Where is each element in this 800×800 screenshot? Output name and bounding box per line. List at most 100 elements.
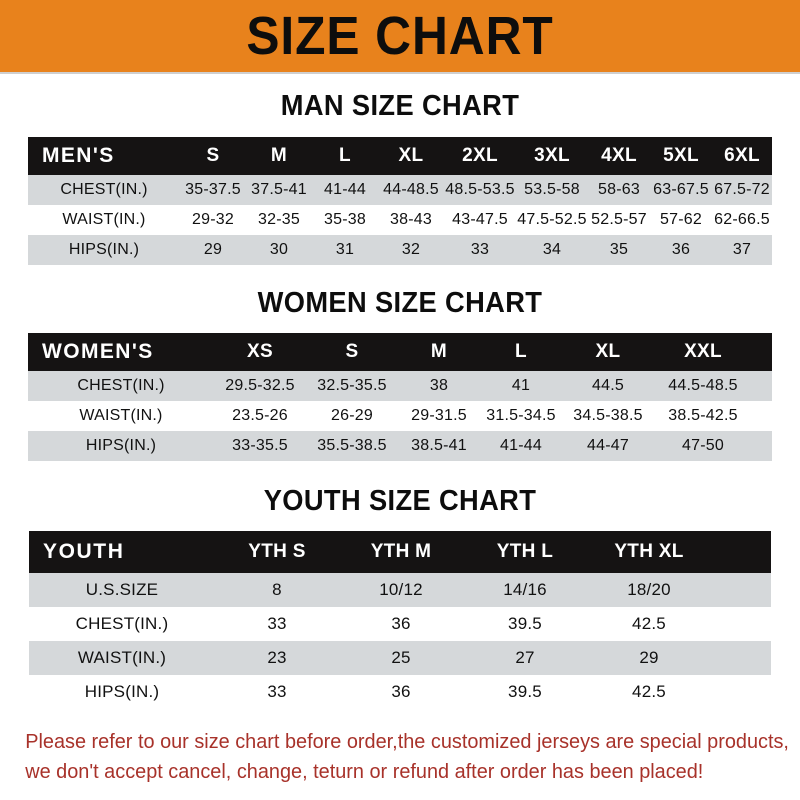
youth-hips-s: 33 [267,682,287,701]
youth-chest-s: 33 [267,614,287,633]
women-hips-s: 35.5-38.5 [317,437,387,454]
youth-row-label-ussize: U.S.SIZE [85,580,159,599]
table-row: HIPS(IN.) 33 36 39.5 42.5 [29,675,771,709]
men-hips-6xl: 37 [732,241,752,258]
youth-row-spacer [711,573,771,607]
youth-waist-l: 27 [515,648,535,667]
men-chest-6xl: 67.5-72 [714,181,770,198]
men-row-label-hips: HIPS(IN.) [68,241,140,258]
men-chest-s: 35-37.5 [185,181,241,198]
women-waist-xl: 34.5-38.5 [573,407,643,424]
men-waist-l: 35-38 [324,211,366,228]
men-chest-4xl: 58-63 [598,181,640,198]
men-waist-m: 32-35 [258,211,300,228]
youth-ussize-m: 10/12 [379,580,423,599]
men-hips-3xl: 34 [542,241,562,258]
notice-line-2: we don't accept cancel, change, teturn o… [25,759,704,783]
women-header-spacer [752,333,772,371]
men-header-label: MEN'S [42,144,115,167]
youth-table-header-row: YOUTH YTH S YTH M YTH L YTH XL [29,531,771,573]
women-hips-m: 38.5-41 [411,437,467,454]
men-chest-xl: 44-48.5 [383,181,439,198]
women-waist-l: 31.5-34.5 [486,407,556,424]
women-chest-xs: 29.5-32.5 [225,377,295,394]
youth-header-spacer [711,531,771,573]
women-chest-s: 32.5-35.5 [317,377,387,394]
women-waist-xxl: 38.5-42.5 [668,407,738,424]
table-row: U.S.SIZE 8 10/12 14/16 18/20 [29,573,771,607]
men-hips-s: 29 [203,241,223,258]
men-size-col-2xl: 2XL [462,145,498,166]
men-waist-xl: 38-43 [390,211,432,228]
youth-size-col-l: YTH L [496,541,554,562]
youth-waist-xl: 29 [639,648,659,667]
youth-ussize-s: 8 [272,580,282,599]
men-chest-3xl: 53.5-58 [524,181,580,198]
notice-line-1: Please refer to our size chart before or… [25,730,789,753]
table-row: CHEST(IN.) 33 36 39.5 42.5 [29,607,771,641]
youth-hips-l: 39.5 [508,682,542,701]
women-header-label: WOMEN'S [42,340,154,363]
youth-ussize-xl: 18/20 [627,580,671,599]
table-row: WAIST(IN.) 23.5-26 26-29 29-31.5 31.5-34… [28,401,772,431]
youth-row-label-waist: WAIST(IN.) [77,648,167,667]
men-size-col-5xl: 5XL [663,145,699,166]
women-chest-m: 38 [429,377,449,394]
women-waist-xs: 23.5-26 [232,407,288,424]
women-size-col-xl: XL [595,341,621,362]
youth-row-label-chest: CHEST(IN.) [75,614,169,633]
men-size-table-wrap: MEN'S S M L XL 2XL 3XL 4XL 5XL 6XL CHEST… [28,137,772,265]
youth-hips-xl: 42.5 [632,682,666,701]
men-hips-m: 30 [269,241,289,258]
men-hips-5xl: 36 [671,241,691,258]
youth-size-table: YOUTH YTH S YTH M YTH L YTH XL U.S.SIZE … [29,531,771,709]
men-row-label-waist: WAIST(IN.) [62,211,146,228]
youth-waist-m: 25 [391,648,411,667]
youth-ussize-l: 14/16 [503,580,547,599]
table-row: CHEST(IN.) 29.5-32.5 32.5-35.5 38 41 44.… [28,371,772,401]
youth-chest-l: 39.5 [508,614,542,633]
men-chest-m: 37.5-41 [251,181,307,198]
men-size-col-m: M [270,145,288,166]
men-size-col-s: S [206,145,220,166]
men-hips-2xl: 33 [470,241,490,258]
section-title-youth: YOUTH SIZE CHART [263,485,537,517]
men-size-table: MEN'S S M L XL 2XL 3XL 4XL 5XL 6XL CHEST… [28,137,772,265]
women-chest-xxl: 44.5-48.5 [668,377,738,394]
youth-chest-m: 36 [391,614,411,633]
men-size-col-4xl: 4XL [601,145,637,166]
youth-row-spacer [711,641,771,675]
men-size-col-xl: XL [398,145,424,166]
women-waist-m: 29-31.5 [411,407,467,424]
youth-header-label: YOUTH [43,540,125,563]
men-waist-3xl: 47.5-52.5 [517,211,587,228]
women-size-col-s: S [345,341,359,362]
youth-row-spacer [711,675,771,709]
women-size-table-wrap: WOMEN'S XS S M L XL XXL CHEST(IN.) 29.5-… [28,333,772,461]
women-size-col-xs: XS [247,341,273,362]
women-size-col-m: M [430,341,448,362]
youth-chest-xl: 42.5 [632,614,666,633]
men-chest-2xl: 48.5-53.5 [445,181,515,198]
men-waist-6xl: 62-66.5 [714,211,770,228]
page-title: SIZE CHART [246,6,554,66]
men-waist-s: 29-32 [192,211,234,228]
women-row-spacer [752,431,772,461]
table-row: HIPS(IN.) 33-35.5 35.5-38.5 38.5-41 41-4… [28,431,772,461]
youth-waist-s: 23 [267,648,287,667]
men-hips-l: 31 [335,241,355,258]
men-waist-4xl: 52.5-57 [591,211,647,228]
men-chest-5xl: 63-67.5 [653,181,709,198]
table-row: HIPS(IN.) 29 30 31 32 33 34 35 36 37 [28,235,772,265]
men-table-header-row: MEN'S S M L XL 2XL 3XL 4XL 5XL 6XL [28,137,772,175]
table-row: WAIST(IN.) 23 25 27 29 [29,641,771,675]
youth-row-label-hips: HIPS(IN.) [84,682,160,701]
women-row-spacer [752,401,772,431]
order-policy-notice: Please refer to our size chart before or… [0,727,789,786]
youth-row-spacer [711,607,771,641]
women-hips-xxl: 47-50 [682,437,724,454]
women-row-label-hips: HIPS(IN.) [85,437,157,454]
women-chest-l: 41 [511,377,531,394]
women-size-col-l: L [515,341,527,362]
women-waist-s: 26-29 [331,407,373,424]
